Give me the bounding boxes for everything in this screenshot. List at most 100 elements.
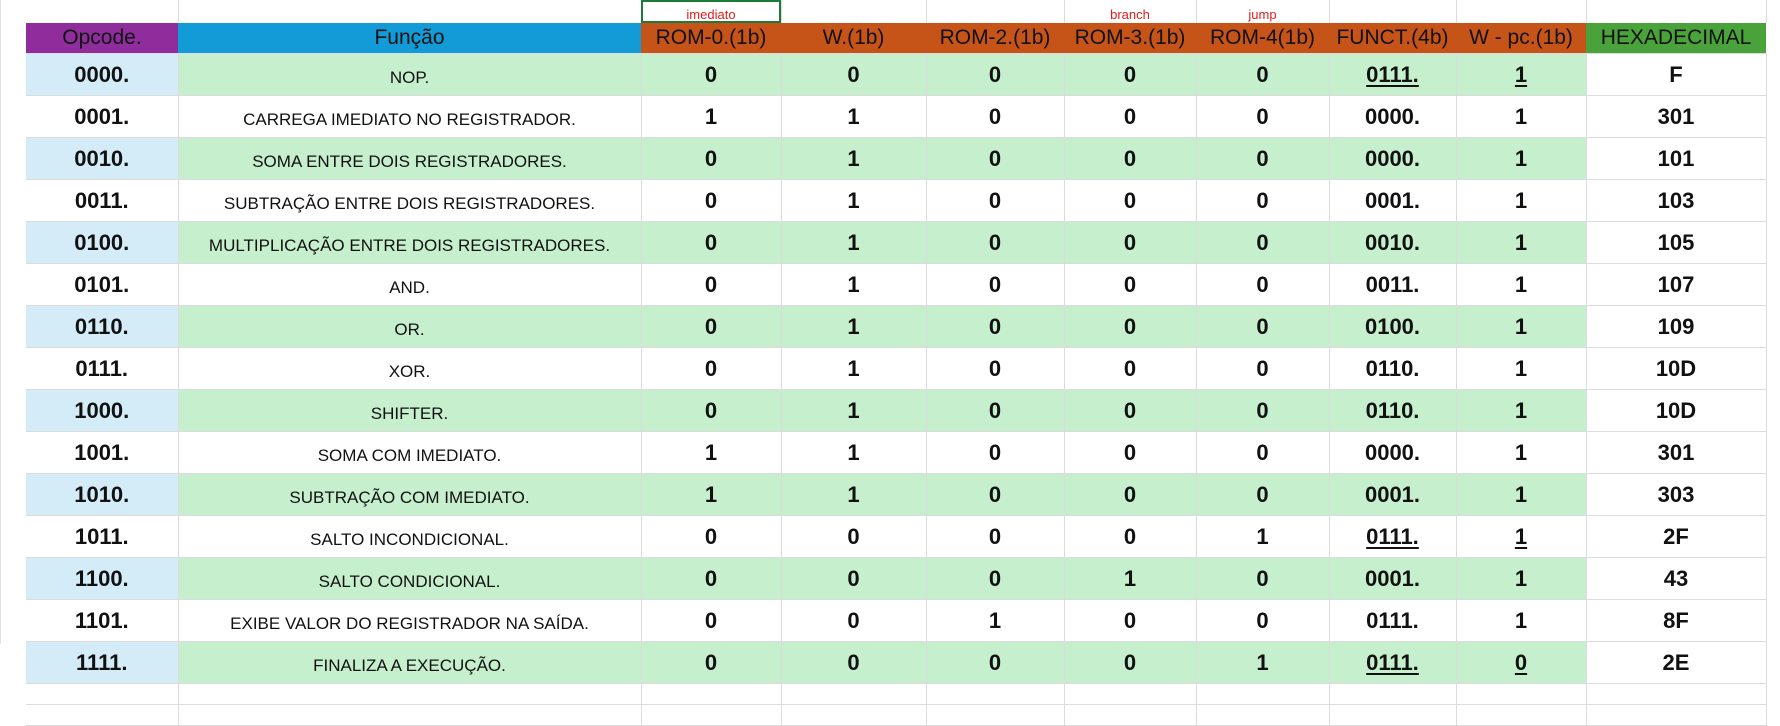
cell-hex[interactable]: 2E	[1586, 641, 1767, 684]
cell-rom3[interactable]: 0	[1064, 95, 1197, 138]
cell-funct[interactable]: 0111.	[1329, 53, 1457, 96]
cell[interactable]	[1586, 704, 1767, 726]
cell-opcode[interactable]: 1101.	[26, 599, 179, 642]
cell-wpc[interactable]: 1	[1456, 557, 1587, 600]
cell-funcao[interactable]: SOMA ENTRE DOIS REGISTRADORES.	[178, 137, 642, 180]
header-w[interactable]: W.(1b)	[781, 23, 926, 54]
cell-hex[interactable]: 301	[1586, 95, 1767, 138]
cell-opcode[interactable]: 0011.	[26, 179, 179, 222]
cell-funcao[interactable]: AND.	[178, 263, 642, 306]
cell-hex[interactable]: 103	[1586, 179, 1767, 222]
cell-rom2[interactable]: 0	[926, 179, 1065, 222]
cell-rom4[interactable]: 0	[1196, 305, 1330, 348]
cell-rom4[interactable]: 0	[1196, 221, 1330, 264]
cell-funct[interactable]: 0001.	[1329, 179, 1457, 222]
cell-w[interactable]: 1	[781, 179, 927, 222]
cell[interactable]	[1196, 704, 1330, 726]
cell[interactable]	[1329, 683, 1457, 705]
cell-funct[interactable]: 0110.	[1329, 389, 1457, 432]
cell-rom4[interactable]: 0	[1196, 53, 1330, 96]
cell[interactable]	[1456, 704, 1587, 726]
cell-rom2[interactable]: 0	[926, 557, 1065, 600]
cell-funct[interactable]: 0110.	[1329, 347, 1457, 390]
cell-w[interactable]: 1	[781, 305, 927, 348]
cell-rom2[interactable]: 0	[926, 263, 1065, 306]
cell-rom4[interactable]: 0	[1196, 389, 1330, 432]
cell[interactable]	[641, 683, 782, 705]
cell-hex[interactable]: 109	[1586, 305, 1767, 348]
cell-wpc[interactable]: 1	[1456, 515, 1587, 558]
cell-rom4[interactable]: 0	[1196, 347, 1330, 390]
cell-rom4[interactable]: 0	[1196, 137, 1330, 180]
cell-rom2[interactable]: 0	[926, 53, 1065, 96]
cell-rom2[interactable]: 0	[926, 137, 1065, 180]
cell[interactable]	[26, 683, 179, 705]
cell-rom2[interactable]: 0	[926, 515, 1065, 558]
cell-funct[interactable]: 0001.	[1329, 473, 1457, 516]
cell-funcao[interactable]: MULTIPLICAÇÃO ENTRE DOIS REGISTRADORES.	[178, 221, 642, 264]
cell-rom4[interactable]: 0	[1196, 599, 1330, 642]
cell-funct[interactable]: 0001.	[1329, 557, 1457, 600]
cell[interactable]	[26, 0, 179, 23]
cell-wpc[interactable]: 0	[1456, 641, 1587, 684]
cell-opcode[interactable]: 1011.	[26, 515, 179, 558]
cell[interactable]	[1329, 704, 1457, 726]
cell-rom2[interactable]: 0	[926, 221, 1065, 264]
cell-opcode[interactable]: 0101.	[26, 263, 179, 306]
annotation-imediato[interactable]: imediato	[641, 0, 782, 23]
cell-funct[interactable]: 0000.	[1329, 137, 1457, 180]
cell-funct[interactable]: 0000.	[1329, 95, 1457, 138]
cell-rom3[interactable]: 0	[1064, 641, 1197, 684]
annotation-jump[interactable]: jump	[1196, 0, 1330, 23]
cell-opcode[interactable]: 0000.	[26, 53, 179, 96]
cell-rom3[interactable]: 0	[1064, 473, 1197, 516]
cell-hex[interactable]: F	[1586, 53, 1767, 96]
cell-funcao[interactable]: SUBTRAÇÃO COM IMEDIATO.	[178, 473, 642, 516]
header-opcode[interactable]: Opcode.	[26, 23, 178, 54]
cell-hex[interactable]: 10D	[1586, 347, 1767, 390]
cell-w[interactable]: 1	[781, 473, 927, 516]
cell-funct[interactable]: 0100.	[1329, 305, 1457, 348]
cell[interactable]	[781, 0, 927, 23]
cell[interactable]	[178, 683, 642, 705]
cell-rom0[interactable]: 0	[641, 557, 782, 600]
header-wpc[interactable]: W - pc.(1b)	[1456, 23, 1586, 54]
cell-funct[interactable]: 0000.	[1329, 431, 1457, 474]
cell-wpc[interactable]: 1	[1456, 221, 1587, 264]
cell-hex[interactable]: 8F	[1586, 599, 1767, 642]
header-rom0[interactable]: ROM-0.(1b)	[641, 23, 781, 54]
cell-rom0[interactable]: 1	[641, 473, 782, 516]
cell-funcao[interactable]: FINALIZA A EXECUÇÃO.	[178, 641, 642, 684]
cell-opcode[interactable]: 1100.	[26, 557, 179, 600]
cell-rom3[interactable]: 0	[1064, 221, 1197, 264]
cell-rom3[interactable]: 0	[1064, 347, 1197, 390]
cell-w[interactable]: 1	[781, 263, 927, 306]
cell-wpc[interactable]: 1	[1456, 347, 1587, 390]
cell-wpc[interactable]: 1	[1456, 137, 1587, 180]
cell-hex[interactable]: 107	[1586, 263, 1767, 306]
cell-rom3[interactable]: 0	[1064, 431, 1197, 474]
cell-funcao[interactable]: SOMA COM IMEDIATO.	[178, 431, 642, 474]
cell-hex[interactable]: 10D	[1586, 389, 1767, 432]
cell-rom2[interactable]: 0	[926, 389, 1065, 432]
cell[interactable]	[1456, 0, 1587, 23]
cell-funcao[interactable]: EXIBE VALOR DO REGISTRADOR NA SAÍDA.	[178, 599, 642, 642]
cell-w[interactable]: 1	[781, 137, 927, 180]
cell-rom2[interactable]: 1	[926, 599, 1065, 642]
cell-rom3[interactable]: 0	[1064, 179, 1197, 222]
cell[interactable]	[1586, 0, 1767, 23]
cell-wpc[interactable]: 1	[1456, 263, 1587, 306]
header-rom3[interactable]: ROM-3.(1b)	[1064, 23, 1196, 54]
header-rom4[interactable]: ROM-4(1b)	[1196, 23, 1329, 54]
cell-funct[interactable]: 0111.	[1329, 599, 1457, 642]
cell-funcao[interactable]: SALTO CONDICIONAL.	[178, 557, 642, 600]
cell-wpc[interactable]: 1	[1456, 305, 1587, 348]
cell-wpc[interactable]: 1	[1456, 179, 1587, 222]
cell[interactable]	[1064, 683, 1197, 705]
header-funcao[interactable]: Função	[178, 23, 641, 54]
cell-wpc[interactable]: 1	[1456, 53, 1587, 96]
cell[interactable]	[926, 704, 1065, 726]
cell-funct[interactable]: 0011.	[1329, 263, 1457, 306]
cell-rom3[interactable]: 0	[1064, 137, 1197, 180]
cell-rom0[interactable]: 1	[641, 431, 782, 474]
